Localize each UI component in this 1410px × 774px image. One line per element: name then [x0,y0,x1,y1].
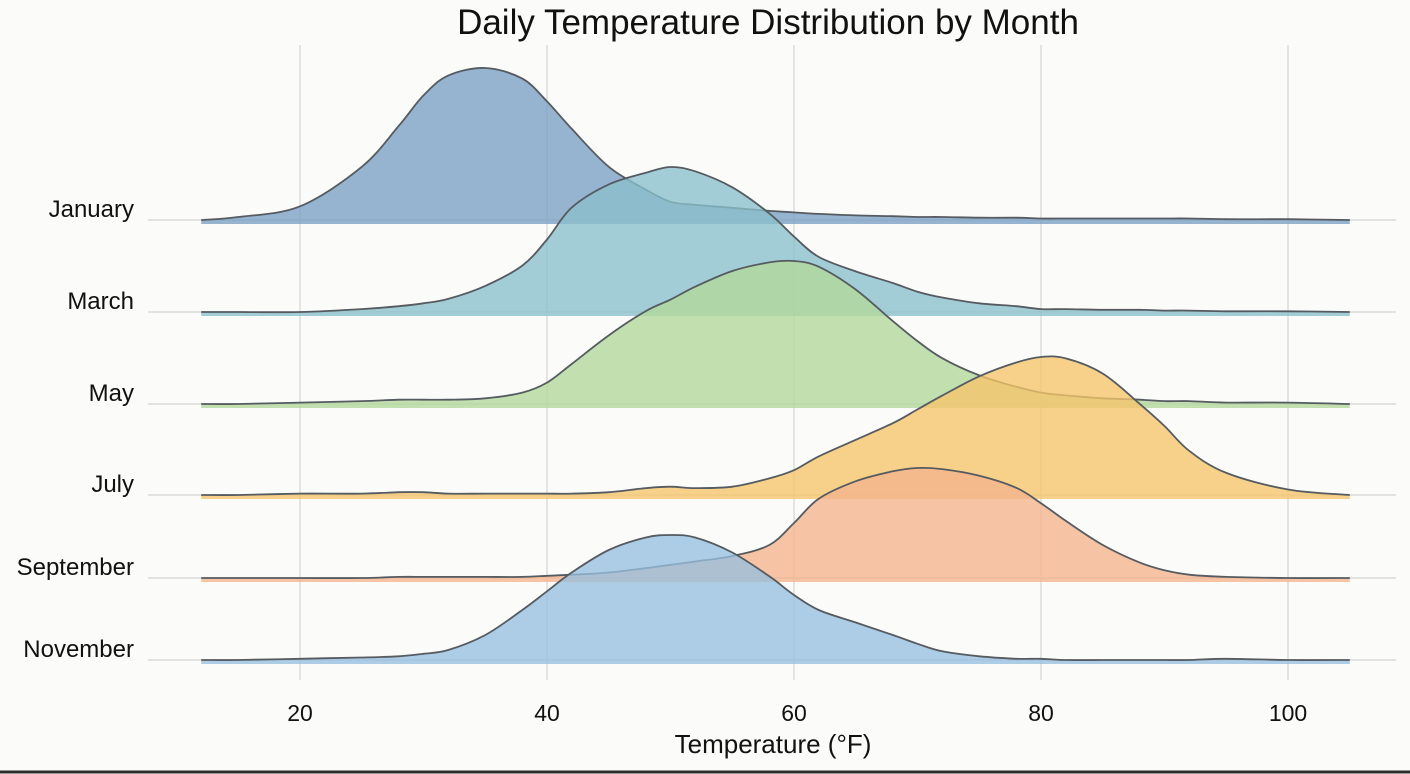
ridge-area-january [201,67,1350,224]
ridge-outline-january [201,67,1350,221]
ridge-label-september: September [17,554,134,581]
ridge-outline-march [201,166,1350,314]
ridges [201,67,1350,664]
ridge-label-january: January [49,196,134,223]
ridge-march [201,166,1350,316]
ridge-label-may: May [89,380,134,407]
ridge-area-september [201,467,1350,582]
ridge-area-may [201,260,1350,408]
ridge-january [201,67,1350,224]
x-tick-label-60: 60 [781,700,807,726]
x-tick-labels: 20 40 60 80 100 [287,700,1307,726]
ridge-outline-november [201,534,1350,661]
x-tick-label-40: 40 [534,700,560,726]
x-axis-label: Temperature (°F) [675,729,872,759]
ridge-area-july [201,356,1350,499]
x-tick-label-100: 100 [1269,700,1307,726]
ridge-label-march: March [67,288,134,315]
ridge-september [201,466,1350,582]
chart-title: Daily Temperature Distribution by Month [457,3,1079,42]
x-tick-label-80: 80 [1028,700,1054,726]
ridge-area-march [201,166,1350,316]
x-tick-label-20: 20 [287,700,313,726]
ridge-label-november: November [23,636,134,663]
ridge-labels: January March May July September November [17,196,134,663]
ridge-outline-july [201,355,1350,496]
ridge-outline-september [201,466,1350,579]
ridge-july [201,355,1350,499]
ridge-label-july: July [91,471,134,498]
ridge-area-november [201,534,1350,664]
ridge-november [201,534,1350,664]
